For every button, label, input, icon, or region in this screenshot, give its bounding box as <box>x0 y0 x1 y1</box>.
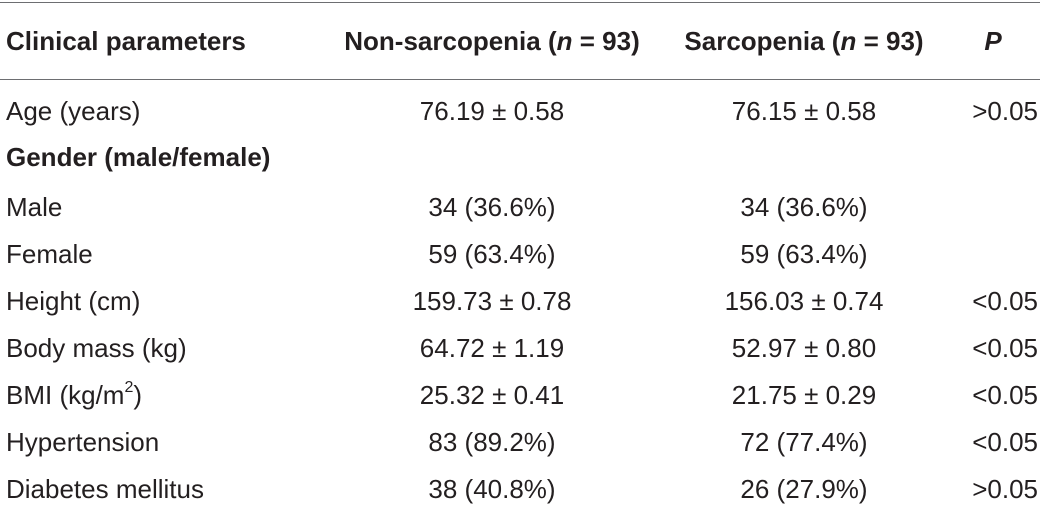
header-clinical-parameters: Clinical parameters <box>6 26 246 56</box>
non-sarcopenia-value: 34 (36.6%) <box>428 192 556 222</box>
sarcopenia-value: 52.97 ± 0.80 <box>731 333 877 363</box>
table-row: Height (cm) 159.73 ± 0.78 156.03 ± 0.74 … <box>0 278 1040 324</box>
p-value: <0.05 <box>972 333 1038 363</box>
table-row: Age (years) 76.19 ± 0.58 76.15 ± 0.58 >0… <box>0 88 1040 134</box>
row-label: Age (years) <box>6 96 141 126</box>
sarcopenia-value: 21.75 ± 0.29 <box>731 380 877 410</box>
sarcopenia-value: 34 (36.6%) <box>740 192 868 222</box>
header-p-value: P <box>984 26 1002 56</box>
non-sarcopenia-value: 64.72 ± 1.19 <box>419 333 565 363</box>
row-label: Height (cm) <box>6 286 141 316</box>
table-row: Diabetes mellitus 38 (40.8%) 26 (27.9%) … <box>0 466 1040 512</box>
p-value: >0.05 <box>972 474 1038 504</box>
row-label: Hypertension <box>6 427 160 457</box>
row-label: Male <box>6 192 63 222</box>
non-sarcopenia-value: 83 (89.2%) <box>428 427 556 457</box>
non-sarcopenia-value: 159.73 ± 0.78 <box>412 286 572 316</box>
row-label: Female <box>6 239 93 269</box>
sarcopenia-value: 26 (27.9%) <box>740 474 868 504</box>
table-row: Gender (male/female) <box>0 134 1040 180</box>
p-value: <0.05 <box>972 380 1038 410</box>
row-label: BMI (kg/m2) <box>6 379 143 411</box>
sarcopenia-value: 72 (77.4%) <box>740 427 868 457</box>
header-sarcopenia: Sarcopenia (n = 93) <box>684 26 924 56</box>
header-non-sarcopenia: Non-sarcopenia (n = 93) <box>344 26 640 56</box>
table-header-rule <box>0 79 1040 80</box>
non-sarcopenia-value: 59 (63.4%) <box>428 239 556 269</box>
table-row: Male 34 (36.6%) 34 (36.6%) <box>0 184 1040 230</box>
row-label: Body mass (kg) <box>6 333 187 363</box>
p-value: >0.05 <box>972 96 1038 126</box>
table-row: Body mass (kg) 64.72 ± 1.19 52.97 ± 0.80… <box>0 325 1040 371</box>
non-sarcopenia-value: 38 (40.8%) <box>428 474 556 504</box>
table-top-rule <box>0 2 1040 3</box>
p-value: <0.05 <box>972 427 1038 457</box>
table-row: Female 59 (63.4%) 59 (63.4%) <box>0 231 1040 277</box>
non-sarcopenia-value: 25.32 ± 0.41 <box>419 380 565 410</box>
sarcopenia-value: 156.03 ± 0.74 <box>724 286 884 316</box>
p-value: <0.05 <box>972 286 1038 316</box>
non-sarcopenia-value: 76.19 ± 0.58 <box>419 96 565 126</box>
table-row: BMI (kg/m2) 25.32 ± 0.41 21.75 ± 0.29 <0… <box>0 372 1040 418</box>
sarcopenia-value: 76.15 ± 0.58 <box>731 96 877 126</box>
row-label: Diabetes mellitus <box>6 474 204 504</box>
row-label: Gender (male/female) <box>6 142 271 172</box>
table-header-row: Clinical parameters Non-sarcopenia (n = … <box>0 18 1040 64</box>
table-row: Hypertension 83 (89.2%) 72 (77.4%) <0.05 <box>0 419 1040 465</box>
sarcopenia-value: 59 (63.4%) <box>740 239 868 269</box>
